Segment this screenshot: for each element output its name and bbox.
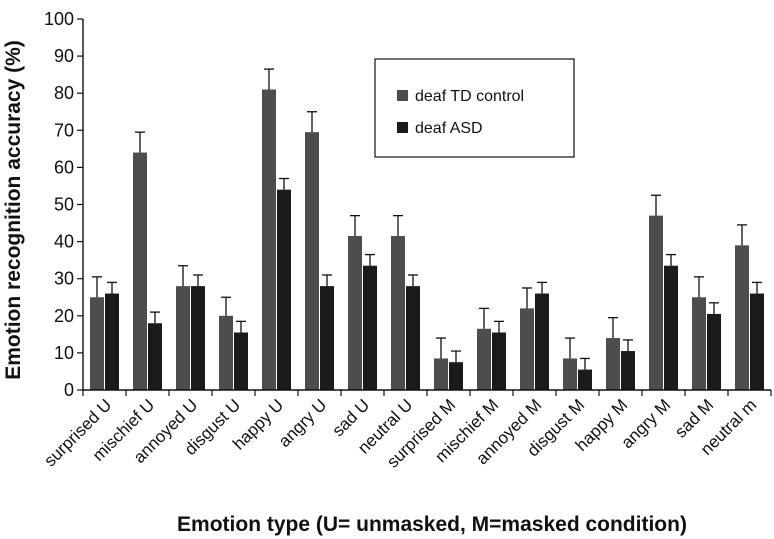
y-tick-label: 70 xyxy=(54,120,74,140)
bar-asd-7 xyxy=(406,286,420,390)
y-tick-label: 40 xyxy=(54,232,74,252)
bar-td-2 xyxy=(176,286,190,390)
bar-asd-10 xyxy=(535,293,549,390)
bars xyxy=(90,68,764,391)
bar-asd-15 xyxy=(750,293,764,390)
legend-swatch-td xyxy=(397,90,408,101)
bar-td-8 xyxy=(434,358,448,390)
bar-td-12 xyxy=(606,338,620,390)
bar-td-6 xyxy=(348,236,362,390)
bar-asd-1 xyxy=(148,323,162,390)
bar-asd-11 xyxy=(578,369,592,390)
bar-td-5 xyxy=(305,132,319,390)
bar-td-9 xyxy=(477,328,491,390)
y-tick-label: 30 xyxy=(54,269,74,289)
y-tick-label: 10 xyxy=(54,343,74,363)
y-tick-label: 90 xyxy=(54,46,74,66)
y-axis-label: Emotion recognition accuracy (%) xyxy=(2,40,25,380)
y-tick-label: 100 xyxy=(44,9,74,29)
bar-td-13 xyxy=(649,215,663,390)
bar-td-10 xyxy=(520,308,534,390)
bar-td-14 xyxy=(692,297,706,390)
bar-asd-13 xyxy=(664,265,678,390)
bar-asd-0 xyxy=(105,293,119,390)
y-tick-label: 20 xyxy=(54,306,74,326)
bar-td-15 xyxy=(735,245,749,390)
bar-td-0 xyxy=(90,297,104,390)
bar-asd-8 xyxy=(449,362,463,390)
legend-box xyxy=(374,58,575,158)
bar-td-11 xyxy=(563,358,577,390)
y-tick-label: 80 xyxy=(54,83,74,103)
bar-td-4 xyxy=(262,89,276,391)
bar-asd-14 xyxy=(707,313,721,390)
y-tick-label: 50 xyxy=(54,195,74,215)
legend-label-asd: deaf ASD xyxy=(415,120,483,137)
y-tick-label: 60 xyxy=(54,157,74,177)
bar-asd-4 xyxy=(277,189,291,390)
bar-asd-12 xyxy=(621,351,635,390)
legend: deaf TD control deaf ASD xyxy=(374,58,575,158)
x-axis-label: Emotion type (U= unmasked, M=masked cond… xyxy=(177,513,687,536)
bar-asd-6 xyxy=(363,265,377,390)
bar-asd-2 xyxy=(191,286,205,390)
legend-label-td: deaf TD control xyxy=(415,88,524,105)
bar-asd-9 xyxy=(492,332,506,390)
bar-td-3 xyxy=(219,315,233,390)
bar-asd-3 xyxy=(234,332,248,390)
x-tick-label: angry U xyxy=(275,395,331,451)
bar-td-7 xyxy=(391,236,405,390)
bar-asd-5 xyxy=(320,286,334,390)
y-tick-label: 0 xyxy=(64,380,74,400)
legend-swatch-asd xyxy=(397,122,408,133)
bar-td-1 xyxy=(133,152,147,390)
